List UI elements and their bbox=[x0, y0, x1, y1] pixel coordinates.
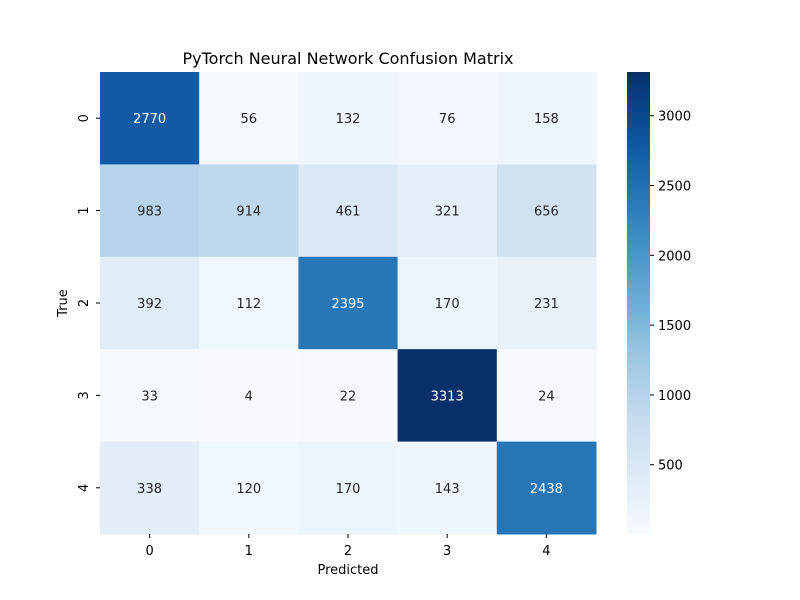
cell-value-label-r1-c0: 983 bbox=[137, 205, 162, 220]
y-axis: 0 1 2 3 4 bbox=[77, 114, 100, 492]
cell-value-label-r2-c0: 392 bbox=[137, 297, 162, 312]
chart-title: PyTorch Neural Network Confusion Matrix bbox=[182, 49, 513, 68]
heatmap-cell-r1-c3 bbox=[397, 164, 498, 258]
cell-value-labels: 2770 56 132 76 158 983 914 461 321 656 392 112 2395 1… bbox=[133, 112, 563, 497]
y-tick-label-1: 1 bbox=[77, 206, 92, 214]
colorbar-tick-label-3: 2000 bbox=[658, 249, 691, 264]
cell-value-label-r4-c0: 338 bbox=[137, 482, 162, 497]
y-tick-label-0: 0 bbox=[77, 114, 92, 122]
cell-value-label-r0-c0: 2770 bbox=[133, 112, 166, 127]
heatmap-cell-r1-c0 bbox=[100, 164, 200, 258]
heatmap-cell-r4-c2 bbox=[298, 441, 399, 535]
cell-value-label-r4-c1: 120 bbox=[236, 482, 261, 497]
colorbar-tick-label-2: 1500 bbox=[658, 319, 691, 334]
heatmap-cell-r0-c2 bbox=[298, 72, 399, 165]
colorbar-tick-label-0: 500 bbox=[658, 459, 683, 474]
cell-value-label-r2-c2: 2395 bbox=[331, 297, 364, 312]
cell-value-label-r1-c4: 656 bbox=[534, 205, 559, 220]
y-tick-label-3: 3 bbox=[77, 391, 92, 399]
y-axis-label: True bbox=[56, 289, 71, 318]
x-axis-label: Predicted bbox=[317, 563, 378, 578]
heatmap-cell-r3-c3 bbox=[397, 349, 498, 443]
x-tick-label-1: 1 bbox=[245, 544, 253, 559]
y-tick-label-4: 4 bbox=[77, 484, 92, 492]
colorbar-tick-label-4: 2500 bbox=[658, 180, 691, 195]
cell-value-label-r2-c3: 170 bbox=[435, 297, 460, 312]
cell-value-label-r0-c3: 76 bbox=[439, 112, 456, 127]
heatmap-cell-r1-c2 bbox=[298, 164, 399, 258]
heatmap-cell-r3-c1 bbox=[199, 349, 299, 443]
x-axis: 0 1 2 3 4 bbox=[145, 534, 551, 559]
cell-value-label-r1-c1: 914 bbox=[236, 205, 261, 220]
cell-value-label-r1-c2: 461 bbox=[336, 205, 361, 220]
heatmap-cell-r1-c1 bbox=[199, 164, 299, 258]
cell-value-label-r1-c3: 321 bbox=[435, 205, 460, 220]
cell-value-label-r3-c1: 4 bbox=[245, 389, 253, 404]
cell-value-label-r3-c4: 24 bbox=[538, 389, 555, 404]
cell-value-label-r4-c4: 2438 bbox=[530, 482, 563, 497]
cell-value-label-r0-c1: 56 bbox=[241, 112, 258, 127]
cell-value-label-r0-c4: 158 bbox=[534, 112, 559, 127]
heatmap-cell-r0-c3 bbox=[397, 72, 498, 165]
heatmap-cell-r4-c0 bbox=[100, 441, 200, 535]
heatmap-cell-r2-c0 bbox=[100, 256, 200, 350]
heatmap-cell-r4-c3 bbox=[397, 441, 498, 535]
heatmap-cell-r2-c1 bbox=[199, 256, 299, 350]
colorbar-gradient bbox=[627, 72, 650, 534]
colorbar-tick-label-1: 1000 bbox=[658, 389, 691, 404]
heatmap-cell-r0-c1 bbox=[199, 72, 299, 165]
heatmap-cell-r2-c3 bbox=[397, 256, 498, 350]
heatmap-cell-r3-c0 bbox=[100, 349, 200, 443]
heatmap-cell-r3-c2 bbox=[298, 349, 399, 443]
cell-value-label-r2-c1: 112 bbox=[236, 297, 261, 312]
colorbar: 500 1000 1500 2000 2500 3000 bbox=[627, 72, 691, 534]
y-tick-label-2: 2 bbox=[77, 299, 92, 307]
x-tick-label-4: 4 bbox=[542, 544, 550, 559]
heatmap-cell-r4-c4 bbox=[496, 441, 597, 535]
x-tick-label-0: 0 bbox=[145, 544, 153, 559]
cell-value-label-r3-c0: 33 bbox=[141, 389, 158, 404]
heatmap-cell-r4-c1 bbox=[199, 441, 299, 535]
heatmap-cell-r0-c0 bbox=[100, 72, 200, 165]
cell-value-label-r4-c3: 143 bbox=[435, 482, 460, 497]
colorbar-tick-label-5: 3000 bbox=[658, 110, 691, 125]
heatmap-cell-r2-c4 bbox=[496, 256, 597, 350]
x-tick-label-3: 3 bbox=[443, 544, 451, 559]
heatmap-cell-r2-c2 bbox=[298, 256, 399, 350]
heatmap-cells bbox=[100, 72, 597, 535]
cell-value-label-r3-c2: 22 bbox=[340, 389, 357, 404]
cell-value-label-r2-c4: 231 bbox=[534, 297, 559, 312]
cell-value-label-r0-c2: 132 bbox=[336, 112, 361, 127]
heatmap-cell-r0-c4 bbox=[496, 72, 597, 165]
heatmap-cell-r1-c4 bbox=[496, 164, 597, 258]
x-tick-label-2: 2 bbox=[344, 544, 352, 559]
cell-value-label-r4-c2: 170 bbox=[336, 482, 361, 497]
cell-value-label-r3-c3: 3313 bbox=[431, 389, 464, 404]
heatmap-cell-r3-c4 bbox=[496, 349, 597, 443]
